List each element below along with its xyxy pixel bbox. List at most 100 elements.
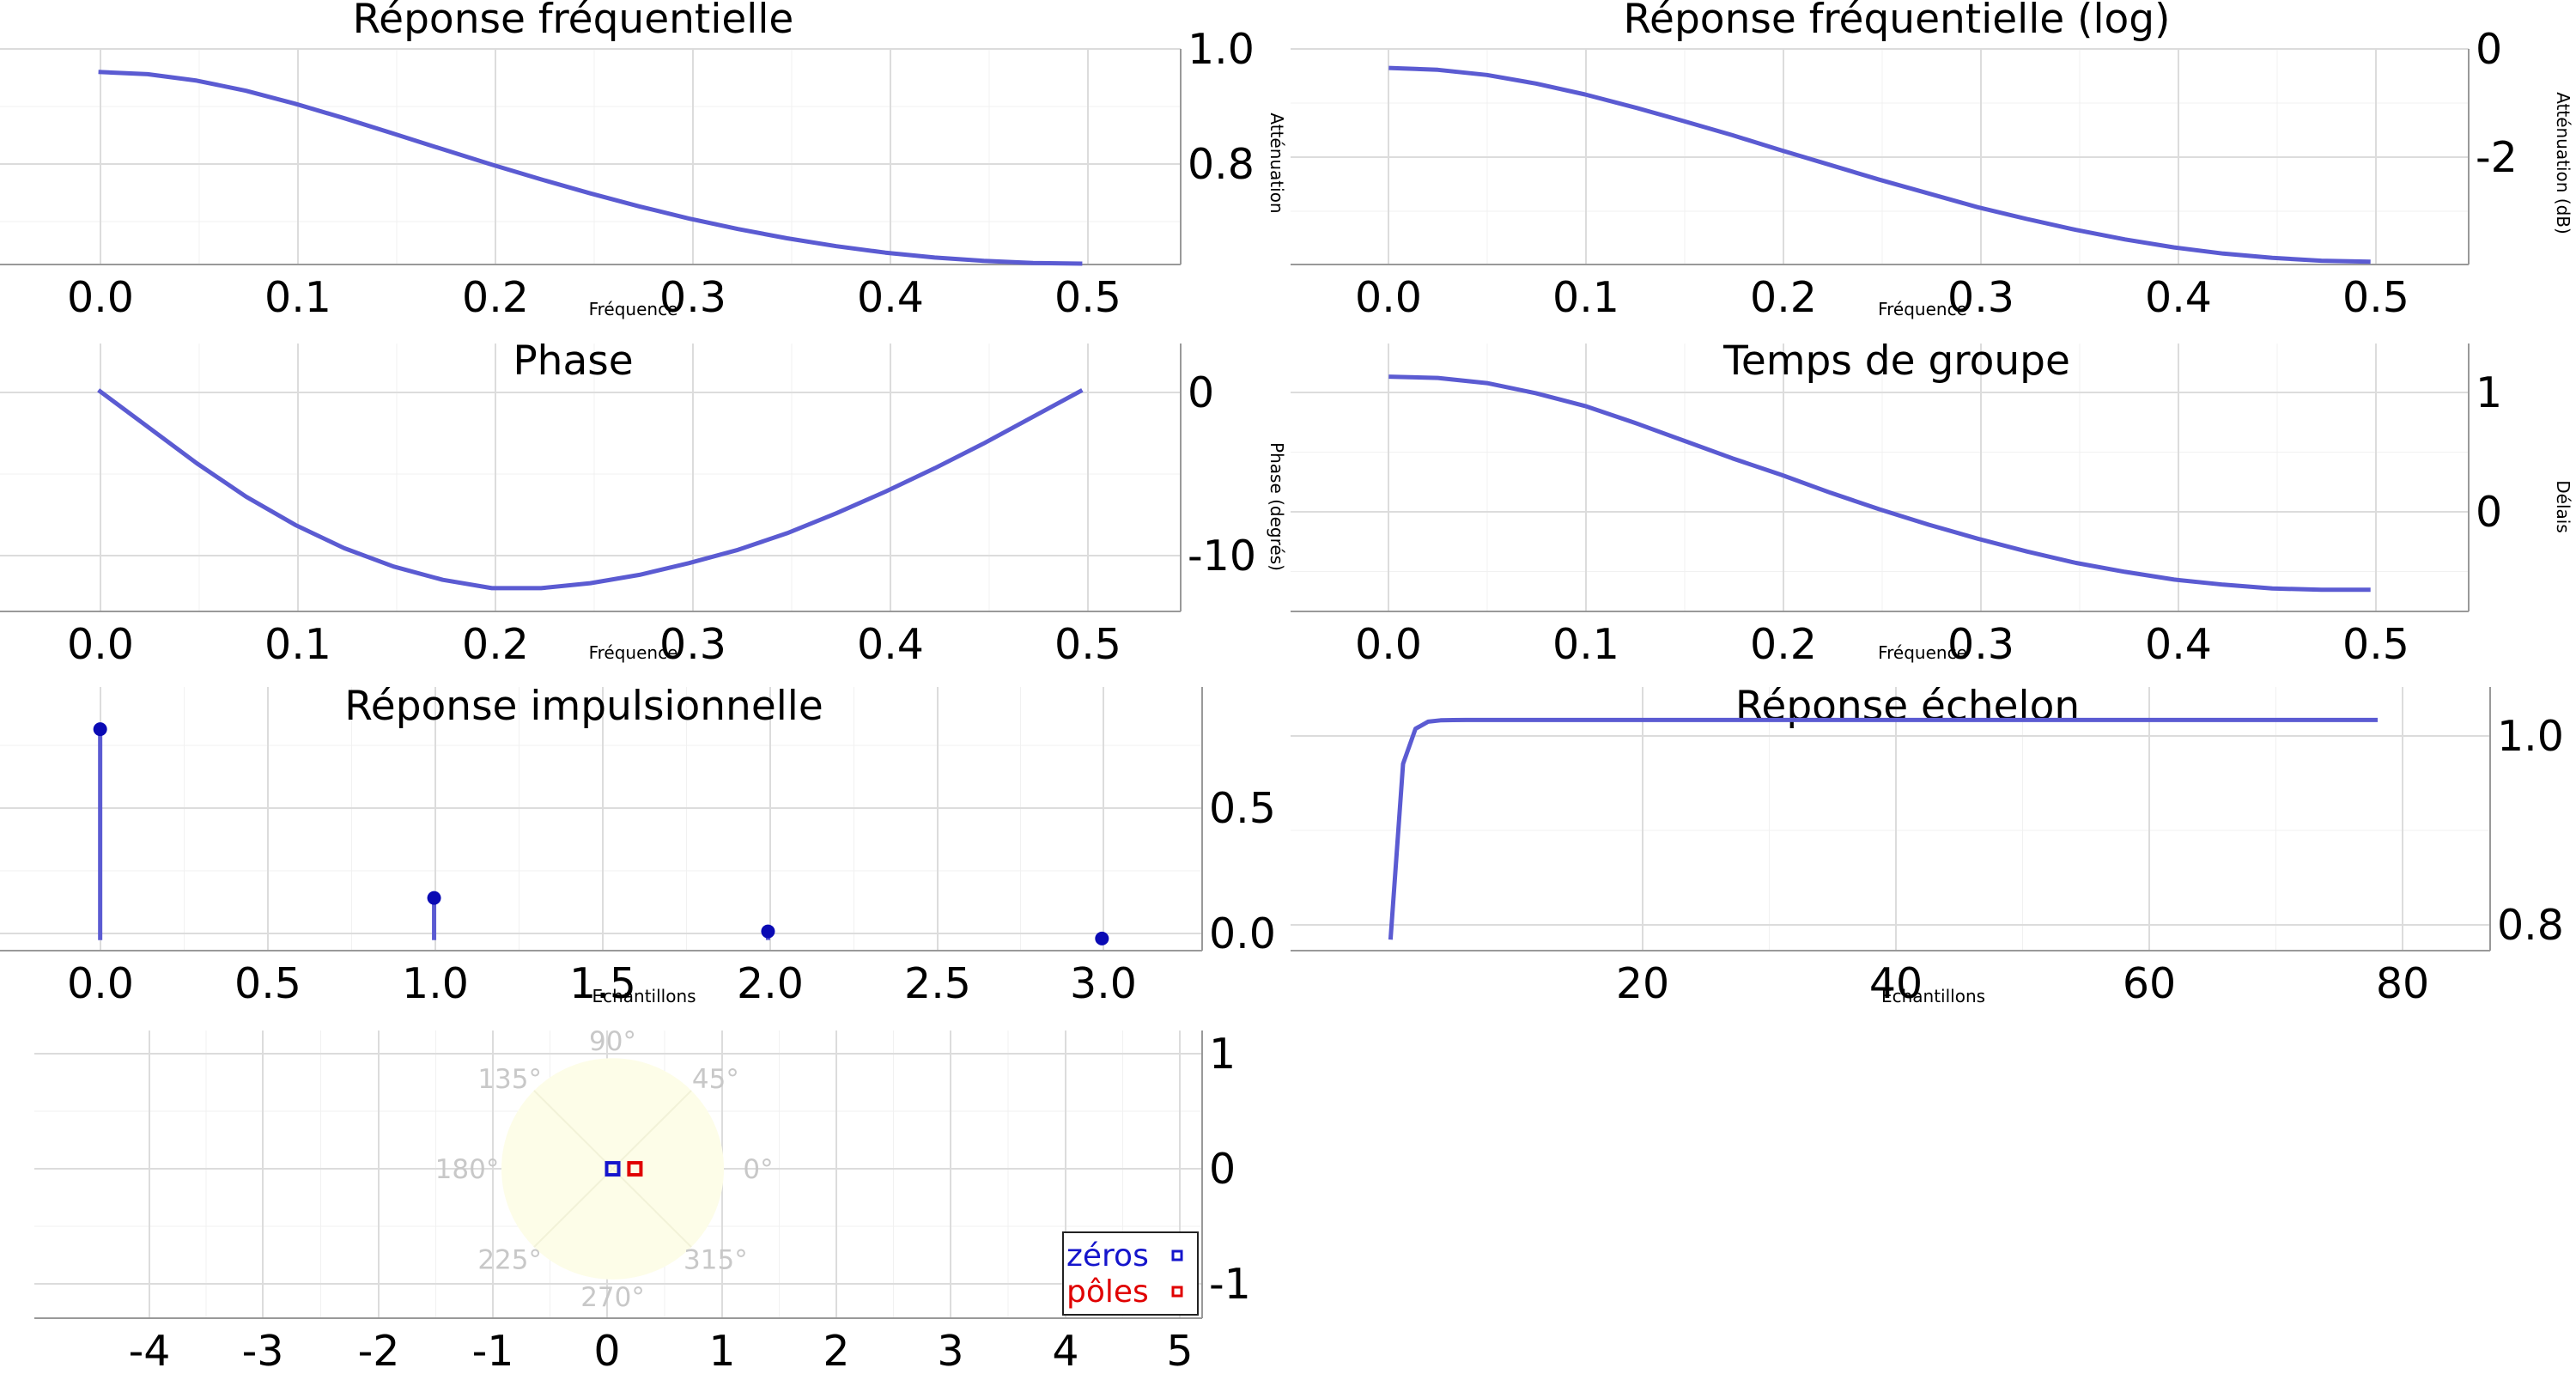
chart-title: Temps de groupe <box>1722 337 2070 385</box>
y-tick-label: 1 <box>2476 368 2502 417</box>
legend-marker <box>1171 1249 1183 1262</box>
chart-title: Réponse impulsionnelle <box>344 683 823 730</box>
polar-angle-label: 45° <box>692 1064 739 1095</box>
x-tick-label: 0.1 <box>1552 620 1619 669</box>
x-tick-label: 2.5 <box>904 959 971 1008</box>
x-tick-label: 80 <box>2376 959 2429 1008</box>
polar-spoke <box>533 1168 614 1248</box>
stem-marker <box>93 722 107 737</box>
zero-marker <box>605 1161 621 1177</box>
x-tick-label: 0.4 <box>2145 620 2212 669</box>
x-tick-label: 0.2 <box>462 620 529 669</box>
panel-freqlog: 0.0 0.1 0.2 0.3 0.4 0.5 0 -2 Réponse fréquentiel… <box>1291 0 2573 322</box>
pole-marker <box>627 1161 643 1177</box>
polar-angle-label: 90° <box>589 1026 636 1057</box>
chart-title: Réponse fréquentielle <box>353 0 794 43</box>
x-tick-label: 2.0 <box>737 959 804 1008</box>
x-axis-label: Echantillons <box>592 986 696 1006</box>
legend-box <box>1062 1231 1199 1316</box>
panel-groupdelay: 0.0 0.1 0.2 0.3 0.4 0.5 1 0 Temps de groupe Fréqu… <box>1291 337 2573 669</box>
x-tick-label: -1 <box>472 1327 514 1374</box>
x-tick-label: 1.5 <box>569 959 636 1008</box>
x-axis-label: Echantillons <box>1881 986 1985 1006</box>
x-tick-label: 0.3 <box>659 620 726 669</box>
x-tick-label: -2 <box>358 1327 400 1374</box>
legend-label: zéros <box>1066 1238 1149 1274</box>
x-axis-label: Fréquence <box>589 642 678 663</box>
y-tick-label: 0 <box>1209 1145 1236 1194</box>
y-axis-label: Atténuation (dB) <box>2553 92 2573 234</box>
y-axis-label: Délais <box>2553 480 2573 533</box>
y-tick-label: 1 <box>1209 1030 1236 1079</box>
x-tick-label: 0.1 <box>264 620 331 669</box>
x-tick-label: 0.2 <box>462 273 529 322</box>
x-tick-label: 0.5 <box>2342 620 2409 669</box>
x-tick-label: 0.5 <box>2342 273 2409 322</box>
x-tick-label: 0 <box>593 1327 620 1374</box>
x-tick-label: 60 <box>2123 959 2176 1008</box>
stem-marker <box>761 924 775 939</box>
x-tick-label: -3 <box>242 1327 284 1374</box>
x-tick-label: 0.0 <box>67 959 134 1008</box>
y-tick-label: 0.8 <box>2497 901 2564 950</box>
x-tick-label: 0.3 <box>1947 620 2014 669</box>
x-tick-label: 0.0 <box>1355 620 1422 669</box>
series-line <box>97 388 1084 591</box>
x-tick-label: 0.3 <box>659 273 726 322</box>
polar-angle-label: 225° <box>477 1244 542 1275</box>
x-axis-label: Fréquence <box>1878 642 1967 663</box>
x-tick-label: 4 <box>1052 1327 1078 1374</box>
chart-title: Réponse fréquentielle (log) <box>1624 0 2171 43</box>
x-tick-label: 0.4 <box>857 620 924 669</box>
chart-title: Phase <box>513 337 633 385</box>
x-tick-label: 0.2 <box>1750 273 1817 322</box>
x-tick-label: 0.1 <box>264 273 331 322</box>
x-tick-label: 20 <box>1616 959 1669 1008</box>
polar-angle-label: 270° <box>580 1282 645 1313</box>
y-tick-label: 0.5 <box>1209 784 1276 833</box>
x-axis-label: Fréquence <box>589 299 678 319</box>
y-axis-label: Phase (degrés) <box>1267 442 1287 571</box>
x-tick-label: 0.5 <box>1054 273 1121 322</box>
polar-spoke <box>611 1168 692 1248</box>
x-tick-label: 0.4 <box>2145 273 2212 322</box>
y-tick-label: 1.0 <box>2497 712 2564 761</box>
x-tick-label: 0.2 <box>1750 620 1817 669</box>
x-tick-label: 0.1 <box>1552 273 1619 322</box>
polar-angle-label: 135° <box>477 1064 542 1095</box>
y-tick-label: -1 <box>1209 1260 1251 1309</box>
x-tick-label: 0.4 <box>857 273 924 322</box>
y-tick-label: 0 <box>1188 368 1214 417</box>
x-tick-label: 0.5 <box>234 959 301 1008</box>
polar-angle-label: 0° <box>743 1154 773 1185</box>
polar-spoke <box>533 1090 614 1170</box>
panel-impulse: 0.0 0.5 1.0 1.5 2.0 2.5 3.0 0.5 0.0 Réponse impul… <box>0 683 1276 1008</box>
legend-marker <box>1171 1286 1183 1298</box>
stem-marker <box>1095 931 1109 945</box>
polar-angle-label: 315° <box>683 1244 748 1275</box>
y-tick-label: -2 <box>2476 133 2518 182</box>
x-tick-label: -4 <box>129 1327 171 1374</box>
y-tick-label: 0.8 <box>1188 140 1255 189</box>
polar-spoke <box>611 1090 692 1170</box>
chart-title: Réponse échelon <box>1735 683 2080 730</box>
x-tick-label: 3.0 <box>1070 959 1137 1008</box>
series-line <box>1388 717 2378 940</box>
x-tick-label: 0.0 <box>67 620 134 669</box>
x-tick-label: 2 <box>823 1327 849 1374</box>
y-tick-label: 0 <box>2476 25 2502 74</box>
x-tick-label: 0.5 <box>1054 620 1121 669</box>
panel-polezero: -4 -3 -2 -1 0 1 2 3 4 5 1 0 -1 90° 45° 0° 315° 270° 225° 18… <box>34 1026 1251 1374</box>
legend-label: pôles <box>1066 1274 1149 1310</box>
panel-phase: 0.0 0.1 0.2 0.3 0.4 0.5 0 -10 Phase Fréquence Phas… <box>0 337 1287 669</box>
panel-freq: 0.0 0.1 0.2 0.3 0.4 0.5 1.0 0.8 Réponse fréquent… <box>0 0 1287 322</box>
series-line <box>98 70 1083 266</box>
series-line <box>1388 65 2371 264</box>
x-tick-label: 0.0 <box>67 273 134 322</box>
x-tick-label: 1.0 <box>402 959 469 1008</box>
y-tick-label: 1.0 <box>1188 25 1255 74</box>
panel-step: 20 40 60 80 1.0 0.8 Réponse échelon Echantillon… <box>1291 683 2564 1008</box>
stem-marker <box>427 891 441 905</box>
y-tick-label: 0.0 <box>1209 909 1276 958</box>
